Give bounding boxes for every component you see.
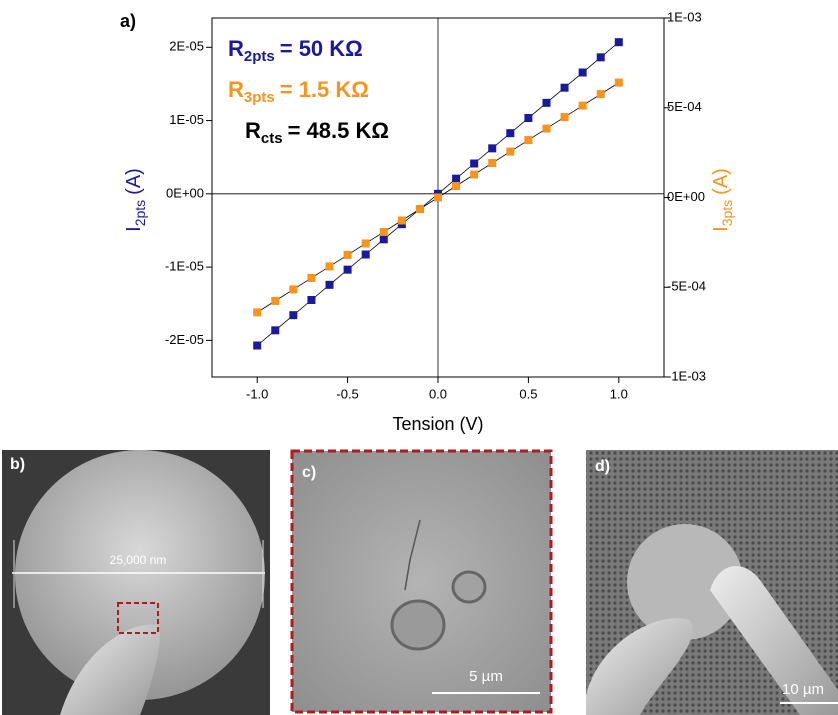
data-point — [271, 296, 280, 305]
y-axis-label: I2pts (A) — [123, 168, 147, 232]
data-point — [271, 326, 280, 335]
y2-axis-label-unit: (A) — [710, 168, 732, 195]
data-point — [506, 129, 515, 138]
scale-label: 25,000 nm — [110, 553, 167, 567]
x-tick-label: -0.5 — [336, 386, 358, 401]
annotation-rest: = 48.5 KΩ — [288, 118, 389, 143]
panel-label: d) — [595, 458, 610, 475]
x-tick-label: 1.0 — [610, 386, 628, 401]
panel-label: c) — [302, 464, 316, 481]
annotation-rest: = 50 KΩ — [280, 36, 363, 61]
y2-tick-label: 0E+00 — [667, 189, 705, 204]
data-point — [452, 182, 461, 191]
annotation-main: R — [228, 36, 244, 61]
x-tick-label: 0.0 — [429, 386, 447, 401]
y2-axis-label-main: I — [710, 226, 732, 232]
annotation-sub: 2pts — [244, 48, 275, 65]
data-point — [506, 147, 515, 156]
data-point — [325, 262, 334, 271]
data-point — [614, 38, 623, 47]
y2-tick-label: 5E-04 — [667, 99, 702, 114]
y-axis-label-main: I — [123, 226, 145, 232]
annotation: R3pts = 1.5 KΩ — [228, 77, 369, 106]
data-point — [307, 295, 316, 304]
data-point — [361, 250, 370, 259]
data-point — [614, 78, 623, 87]
scale-label: 10 µm — [782, 681, 824, 698]
y2-tick-label: -5E-04 — [667, 279, 706, 294]
annotation-sub: cts — [261, 130, 283, 147]
sem-image-d: 10 µm d) — [586, 450, 838, 715]
data-point — [307, 273, 316, 282]
panel-label: b) — [10, 456, 25, 473]
data-point — [542, 124, 551, 133]
data-point — [524, 114, 533, 123]
data-point — [289, 285, 298, 294]
data-point — [470, 159, 479, 168]
sem-image-c: 5 µm c) — [290, 449, 553, 714]
y-axis-label-sub: 2pts — [132, 200, 148, 226]
data-point — [488, 144, 497, 153]
data-point — [253, 341, 262, 350]
data-point — [488, 159, 497, 168]
y-axis-label-unit: (A) — [123, 168, 145, 195]
y-tick-label: -1E-05 — [165, 259, 204, 274]
data-point — [289, 311, 298, 320]
x-tick-label: -1.0 — [246, 386, 268, 401]
data-point — [596, 53, 605, 62]
data-point — [397, 216, 406, 225]
y2-tick-label: -1E-03 — [667, 368, 706, 383]
data-point — [361, 239, 370, 248]
data-point — [524, 136, 533, 145]
data-point — [379, 227, 388, 236]
y-tick-label: 1E-05 — [169, 112, 204, 127]
x-axis-label: Tension (V) — [392, 414, 483, 434]
y-tick-label: 2E-05 — [169, 39, 204, 54]
data-point — [325, 280, 334, 289]
data-point — [542, 98, 551, 107]
data-point — [578, 101, 587, 110]
data-point — [470, 170, 479, 179]
y2-tick-label: 1E-03 — [667, 9, 702, 24]
scale-label: 5 µm — [469, 668, 503, 685]
data-point — [596, 90, 605, 99]
data-point — [253, 308, 262, 317]
data-point — [343, 250, 352, 259]
annotation: R2pts = 50 KΩ — [228, 36, 363, 65]
data-point — [452, 174, 461, 183]
data-point — [343, 265, 352, 274]
data-point — [415, 204, 424, 213]
data-point — [578, 68, 587, 77]
x-tick-label: 0.5 — [519, 386, 537, 401]
annotation-main: R — [245, 118, 261, 143]
y2-axis-label: I3pts (A) — [710, 168, 734, 232]
annotation-rest: = 1.5 KΩ — [280, 77, 369, 102]
data-point — [434, 193, 442, 202]
data-point — [560, 113, 569, 122]
annotation: Rcts = 48.5 KΩ — [245, 118, 389, 147]
data-point — [560, 83, 569, 92]
sem-image-b: 25,000 nm b) — [2, 450, 270, 715]
y2-axis-label-sub: 3pts — [719, 200, 735, 226]
data-point — [379, 235, 388, 244]
panel-label: a) — [120, 11, 136, 31]
annotation-main: R — [228, 77, 244, 102]
annotation-sub: 3pts — [244, 89, 275, 106]
y-tick-label: -2E-05 — [165, 332, 204, 347]
y-tick-label: 0E+00 — [166, 185, 204, 200]
